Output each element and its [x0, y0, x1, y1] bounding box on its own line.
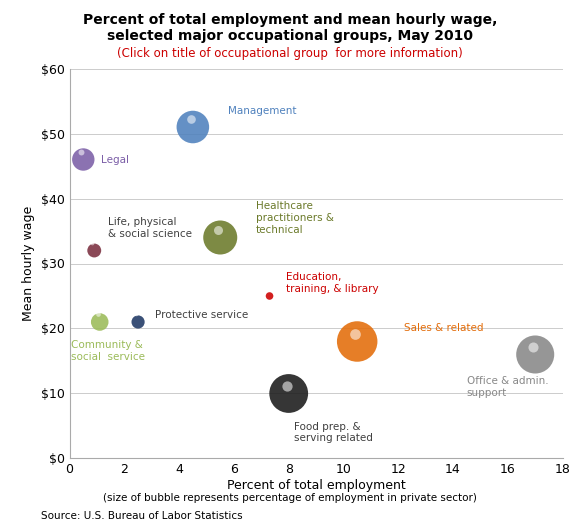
Point: [350, 329, 360, 338]
Text: Life, physical
& social science: Life, physical & social science: [108, 217, 192, 239]
Text: Percent of total employment and mean hourly wage,: Percent of total employment and mean hou…: [83, 13, 497, 27]
Point: [528, 343, 538, 351]
Point: [353, 337, 362, 346]
Point: [263, 284, 272, 292]
Point: [531, 350, 540, 359]
Point: [88, 239, 97, 247]
Text: Education,
training, & library: Education, training, & library: [286, 272, 379, 294]
Text: Legal: Legal: [101, 154, 129, 164]
X-axis label: Percent of total employment: Percent of total employment: [227, 479, 405, 492]
Point: [188, 123, 197, 131]
Text: Management: Management: [229, 106, 297, 116]
Text: Office & admin.
support: Office & admin. support: [467, 376, 548, 398]
Text: Source: U.S. Bureau of Labor Statistics: Source: U.S. Bureau of Labor Statistics: [41, 511, 242, 521]
Point: [213, 226, 223, 234]
Text: Healthcare
practitioners &
technical: Healthcare practitioners & technical: [256, 201, 334, 235]
Text: Sales & related: Sales & related: [404, 324, 483, 334]
Point: [93, 310, 102, 318]
Point: [284, 389, 293, 398]
Text: (size of bubble represents percentage of employment in private sector): (size of bubble represents percentage of…: [103, 493, 477, 503]
Point: [79, 155, 88, 164]
Point: [186, 115, 195, 123]
Point: [282, 382, 291, 390]
Point: [95, 318, 104, 326]
Text: Protective service: Protective service: [154, 310, 248, 320]
Point: [216, 233, 225, 242]
Y-axis label: Mean hourly wage: Mean hourly wage: [22, 206, 35, 321]
Text: Community &
social  service: Community & social service: [71, 340, 145, 362]
Text: selected major occupational groups, May 2010: selected major occupational groups, May …: [107, 29, 473, 43]
Point: [131, 310, 140, 318]
Text: Food prep. &
serving related: Food prep. & serving related: [294, 422, 373, 443]
Point: [133, 318, 143, 326]
Point: [89, 246, 99, 255]
Text: (Click on title of occupational group  for more information): (Click on title of occupational group fo…: [117, 47, 463, 61]
Point: [77, 148, 86, 156]
Point: [265, 292, 274, 300]
